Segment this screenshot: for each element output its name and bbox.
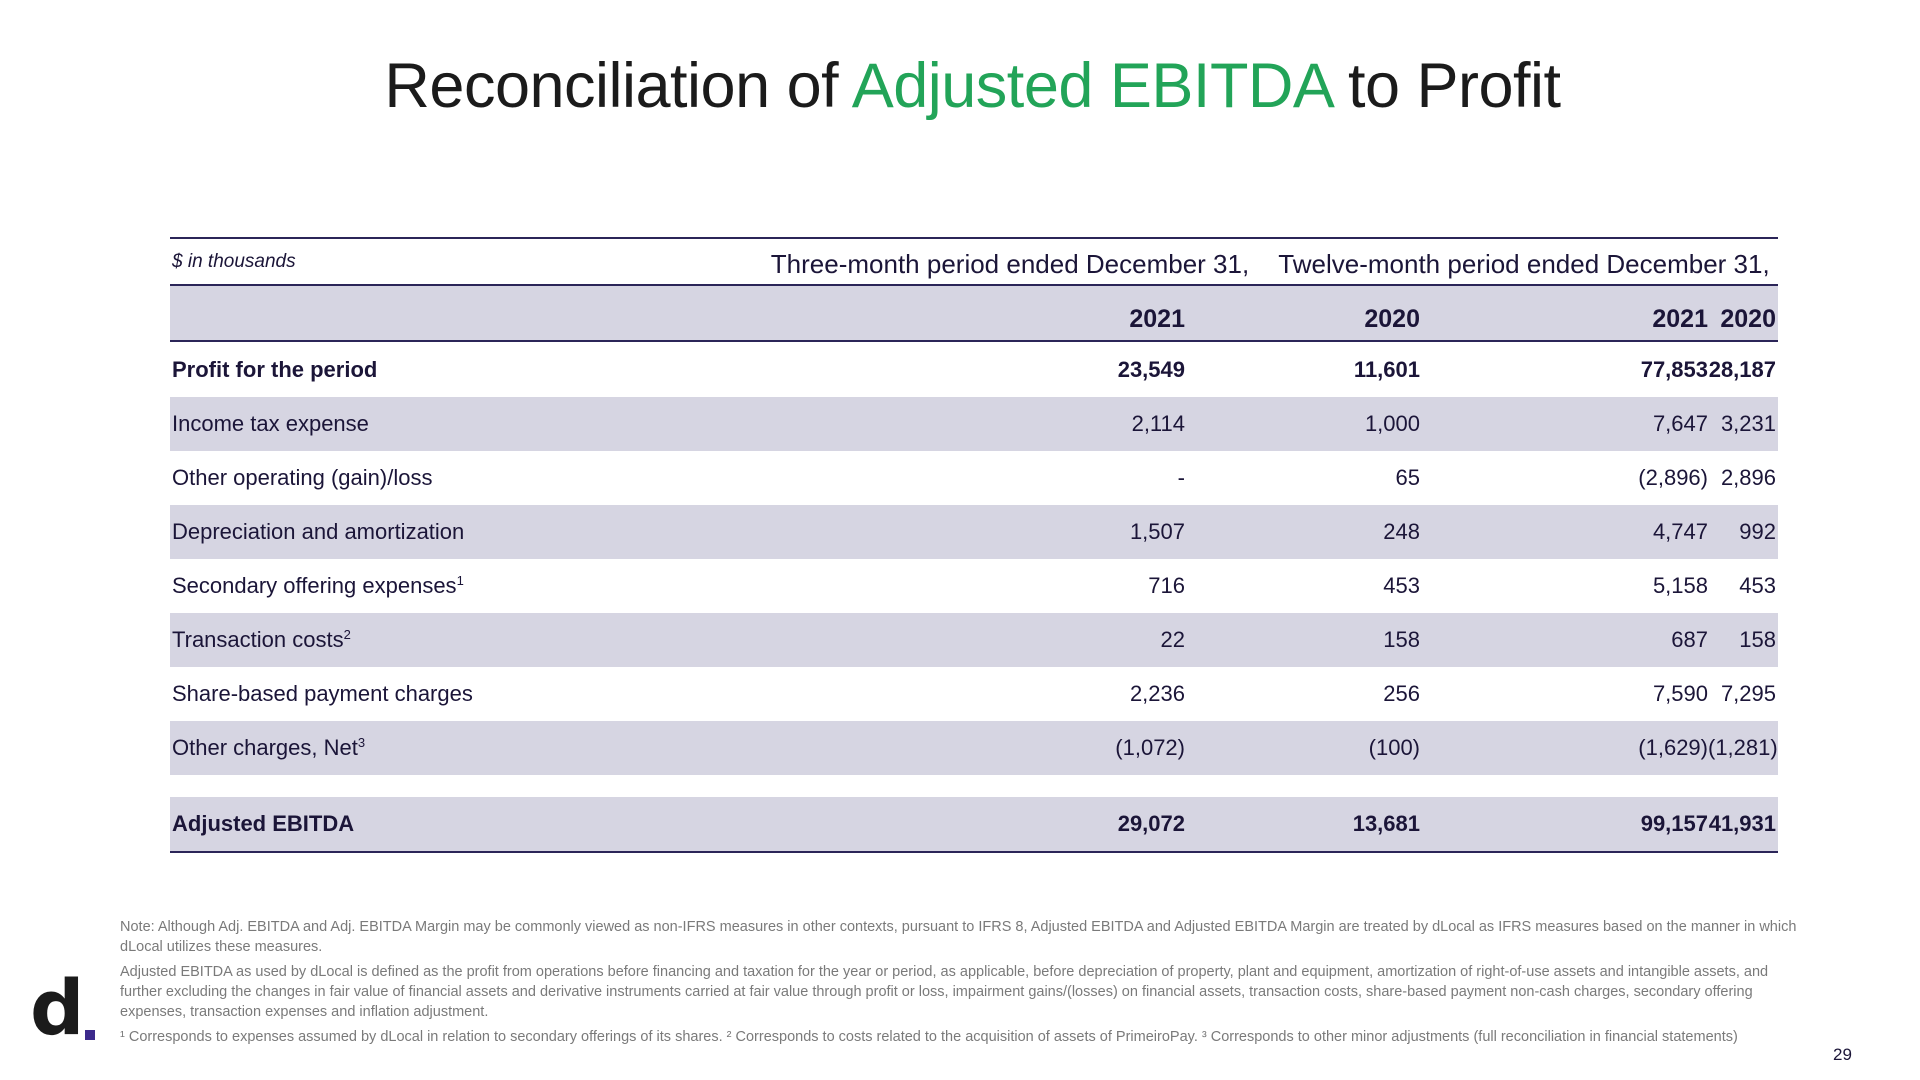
page-number: 29 [1833,1045,1852,1064]
row-label: Secondary offering expenses1 [172,559,464,613]
table-row: Depreciation and amortization 1,507 248 4,7… [170,505,1778,559]
cell-value: (2,896) [1638,465,1708,490]
footnote-marker: 2 [343,627,351,642]
cell-value: 7,647 [1652,411,1708,436]
year-header-row: 2021 2020 2021 2020 [170,286,1778,342]
page-title: Reconciliation of Adjusted EBITDA to Pro… [0,50,1920,122]
cell-value: 13,681 [1352,811,1420,836]
cell-value: 2,896 [1720,465,1776,490]
table-row: Other operating (gain)/loss - 65 (2,896) 2,8… [170,451,1778,505]
title-part-2: to Profit [1330,51,1561,121]
cell-value: 158 [1739,627,1776,652]
cell-value: 11,601 [1353,357,1420,382]
cell-value: 453 [1739,573,1776,598]
twelve-month-header: Twelve-month period ended December 31, [1278,249,1770,279]
cell-value: 65 [1395,465,1420,490]
cell-value: 7,590 [1652,681,1708,706]
cell-value: 3,231 [1720,411,1776,436]
year-header: 2020 [1720,305,1776,333]
row-label: Income tax expense [172,397,369,451]
total-row: Adjusted EBITDA 29,072 13,681 99,157 41,… [170,797,1778,851]
cell-value: 22 [1160,627,1185,652]
cell-value: 2,114 [1131,411,1185,436]
cell-value: 248 [1383,519,1420,544]
table-row: Income tax expense 2,114 1,000 7,647 3,231 [170,397,1778,451]
title-part-1: Reconciliation of [384,51,852,121]
table-bottom-rule [170,851,1778,853]
table-row: Transaction costs2 22 158 687 158 [170,613,1778,667]
cell-value: - [1177,465,1185,490]
row-label-text: Secondary offering expenses [172,573,457,598]
cell-value: 29,072 [1117,811,1185,836]
cell-value: 99,157 [1640,811,1708,836]
table-row: Secondary offering expenses1 716 453 5,158 4… [170,559,1778,613]
cell-value: (1,281) [1708,735,1778,760]
row-label-text: Profit for the period [172,357,378,382]
header-rule [170,284,1778,286]
cell-value: (1,629) [1638,735,1708,760]
cell-value: 256 [1383,681,1420,706]
row-label: Other operating (gain)/loss [172,451,432,505]
three-month-header: Three-month period ended December 31, [770,249,1250,279]
logo-letter: d [30,963,85,1052]
cell-value: 5,158 [1652,573,1708,598]
table-row: Share-based payment charges 2,236 256 7,590… [170,667,1778,721]
row-label: Share-based payment charges [172,667,473,721]
cell-value: 687 [1671,627,1708,652]
cell-value: 716 [1148,573,1185,598]
footnotes: Note: Although Adj. EBITDA and Adj. EBIT… [120,917,1800,1052]
cell-value: 2,236 [1129,681,1185,706]
cell-value: 77,853 [1640,357,1708,382]
table-row: Profit for the period 23,549 11,601 77,853 2… [170,343,1778,397]
table-top-rule [170,237,1778,239]
cell-value: 28,187 [1708,357,1776,382]
note-superscripts: ¹ Corresponds to expenses assumed by dLo… [120,1029,1738,1045]
row-label: Other charges, Net3 [172,721,365,775]
cell-value: 23,549 [1117,357,1185,382]
row-label: Adjusted EBITDA [172,811,355,836]
row-label-text: Other operating (gain)/loss [172,465,433,490]
footnote-marker: 1 [456,573,464,588]
units-label: $ in thousands [172,251,296,272]
row-label-text: Income tax expense [172,411,369,436]
cell-value: (100) [1368,735,1420,760]
footnote-marker: 3 [357,735,366,750]
title-accent: Adjusted EBITDA [851,51,1332,121]
year-header: 2021 [1652,305,1708,333]
row-label: Transaction costs2 [172,613,351,667]
row-label: Depreciation and amortization [172,505,464,559]
cell-value: 992 [1739,519,1776,544]
year-rule [170,340,1778,342]
cell-value: 7,295 [1720,681,1776,706]
dlocal-logo: d [30,970,100,1050]
cell-value: (1,072) [1115,735,1185,760]
row-label-text: Depreciation and amortization [172,519,465,544]
cell-value: 41,931 [1708,811,1776,836]
year-header: 2020 [1364,305,1420,333]
cell-value: 158 [1383,627,1420,652]
cell-value: 1,000 [1364,411,1420,436]
row-label-text: Other charges, Net [172,735,358,760]
row-label-text: Share-based payment charges [172,681,473,706]
table-row: Other charges, Net3 (1,072) (100) (1,629) (1… [170,721,1778,775]
cell-value: 4,747 [1652,519,1708,544]
row-label: Profit for the period [172,343,377,397]
logo-dot [85,1030,95,1040]
year-header: 2021 [1129,305,1185,333]
row-label-text: Transaction costs [172,627,344,652]
note-ifrs: Note: Although Adj. EBITDA and Adj. EBIT… [120,919,1797,955]
cell-value: 453 [1383,573,1420,598]
cell-value: 1,507 [1129,519,1185,544]
note-definition: Adjusted EBITDA as used by dLocal is def… [120,964,1769,1020]
